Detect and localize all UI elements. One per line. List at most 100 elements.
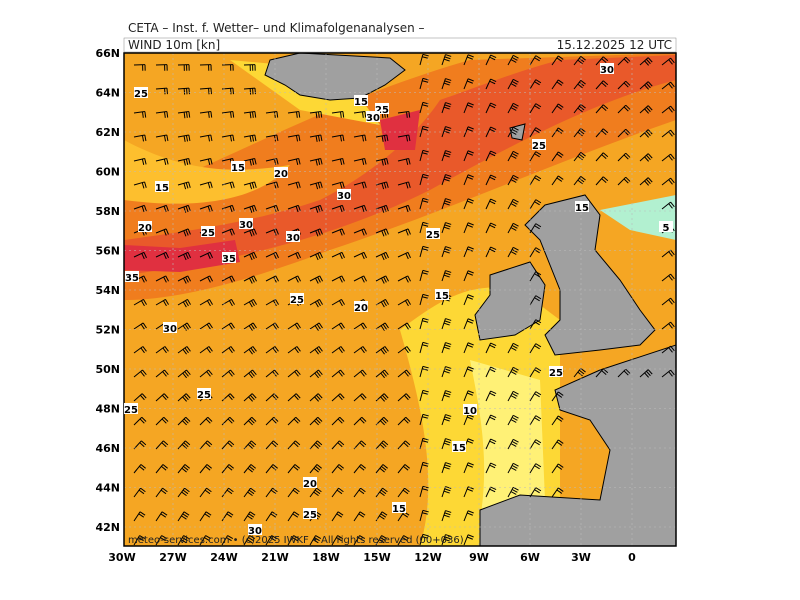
barb-staff [463,246,469,258]
barb-flag [339,135,343,142]
barb-flag [338,464,344,469]
barb-flag [184,487,190,493]
barb-flag [313,467,319,473]
barb-staff [331,204,343,210]
barb-staff [485,54,492,66]
barb-flag [253,205,257,212]
contour-label-bg [659,221,673,232]
barb-flag [320,111,323,118]
barb-flag [422,320,429,323]
barb-flag [556,105,563,110]
barb-flag [165,228,169,235]
barb-staff [551,439,559,450]
barb-flag [165,252,169,259]
barb-flag [443,370,450,374]
barb-flag [535,295,542,300]
wind-max [124,240,240,272]
barb-flag [512,78,519,83]
lon-label: 24W [210,551,237,564]
barb-flag [185,158,189,166]
barb-flag [318,322,323,329]
barb-staff [353,275,364,282]
barb-staff [309,464,318,474]
barb-flag [443,154,450,158]
barb-staff [419,54,424,66]
barb-flag [511,224,518,229]
barb-staff [463,366,469,378]
barb-flag [443,82,450,86]
barb-flag [141,276,145,283]
barb-flag [380,489,387,495]
barb-staff [463,198,469,210]
barb-flag [315,112,318,119]
barb-flag [490,246,497,251]
barb-flag [208,111,210,118]
barb-flag [160,489,167,495]
barb-flag [294,487,300,493]
barb-flag [511,416,518,421]
barb-flag [271,394,277,401]
barb-flag [252,111,254,118]
barb-staff [397,369,407,378]
barb-flag [296,322,301,329]
barb-flag [535,343,542,348]
barb-staff [287,322,298,330]
barb-staff [199,87,212,90]
barb-flag [251,393,257,399]
barb-flag [670,273,675,280]
barb-flag [535,199,542,204]
barb-flag [184,323,189,330]
barb-flag [534,417,540,422]
barb-flag [422,125,429,129]
barb-flag [510,419,517,423]
barb-flag [275,299,279,305]
barb-flag [143,252,147,259]
barb-staff [155,134,167,138]
barb-flag [208,346,213,352]
barb-staff [287,134,299,138]
barb-flag [467,294,474,298]
barb-flag [580,55,586,61]
barb-flag [379,467,385,473]
barb-flag [444,440,451,444]
contour-label-bg [138,221,152,232]
barb-flag [362,322,367,329]
barb-staff [529,223,537,234]
barb-flag [422,293,429,297]
barb-staff [221,275,232,282]
barb-flag [556,57,563,62]
barb-flag [337,465,343,471]
barb-flag [534,105,540,110]
barb-flag [140,347,145,354]
barb-flag [183,135,186,142]
barb-staff [419,366,424,378]
barb-flag [163,229,167,236]
barb-flag [317,393,323,399]
barb-flag [273,440,279,446]
barb-flag [163,135,167,142]
barb-flag [646,106,651,113]
barb-flag [577,107,583,113]
barb-flag [445,198,452,201]
barb-flag [161,535,168,540]
barb-staff [155,87,168,90]
barb-flag [227,418,233,424]
barb-flag [580,367,586,373]
barb-flag [625,104,631,110]
barb-flag [467,318,474,322]
barb-staff [177,157,189,162]
barb-staff [221,346,232,354]
barb-flag [601,82,607,87]
barb-flag [625,368,631,374]
barb-flag [404,347,409,354]
barb-flag [230,369,235,376]
barb-staff [177,204,189,210]
barb-flag [511,128,518,133]
barb-staff [155,487,163,498]
barb-staff [419,534,424,546]
barb-flag [422,365,429,369]
barb-flag [228,347,233,354]
barb-flag [248,396,253,402]
contour-label: 25 [532,141,546,152]
contour-label-bg [452,441,466,452]
